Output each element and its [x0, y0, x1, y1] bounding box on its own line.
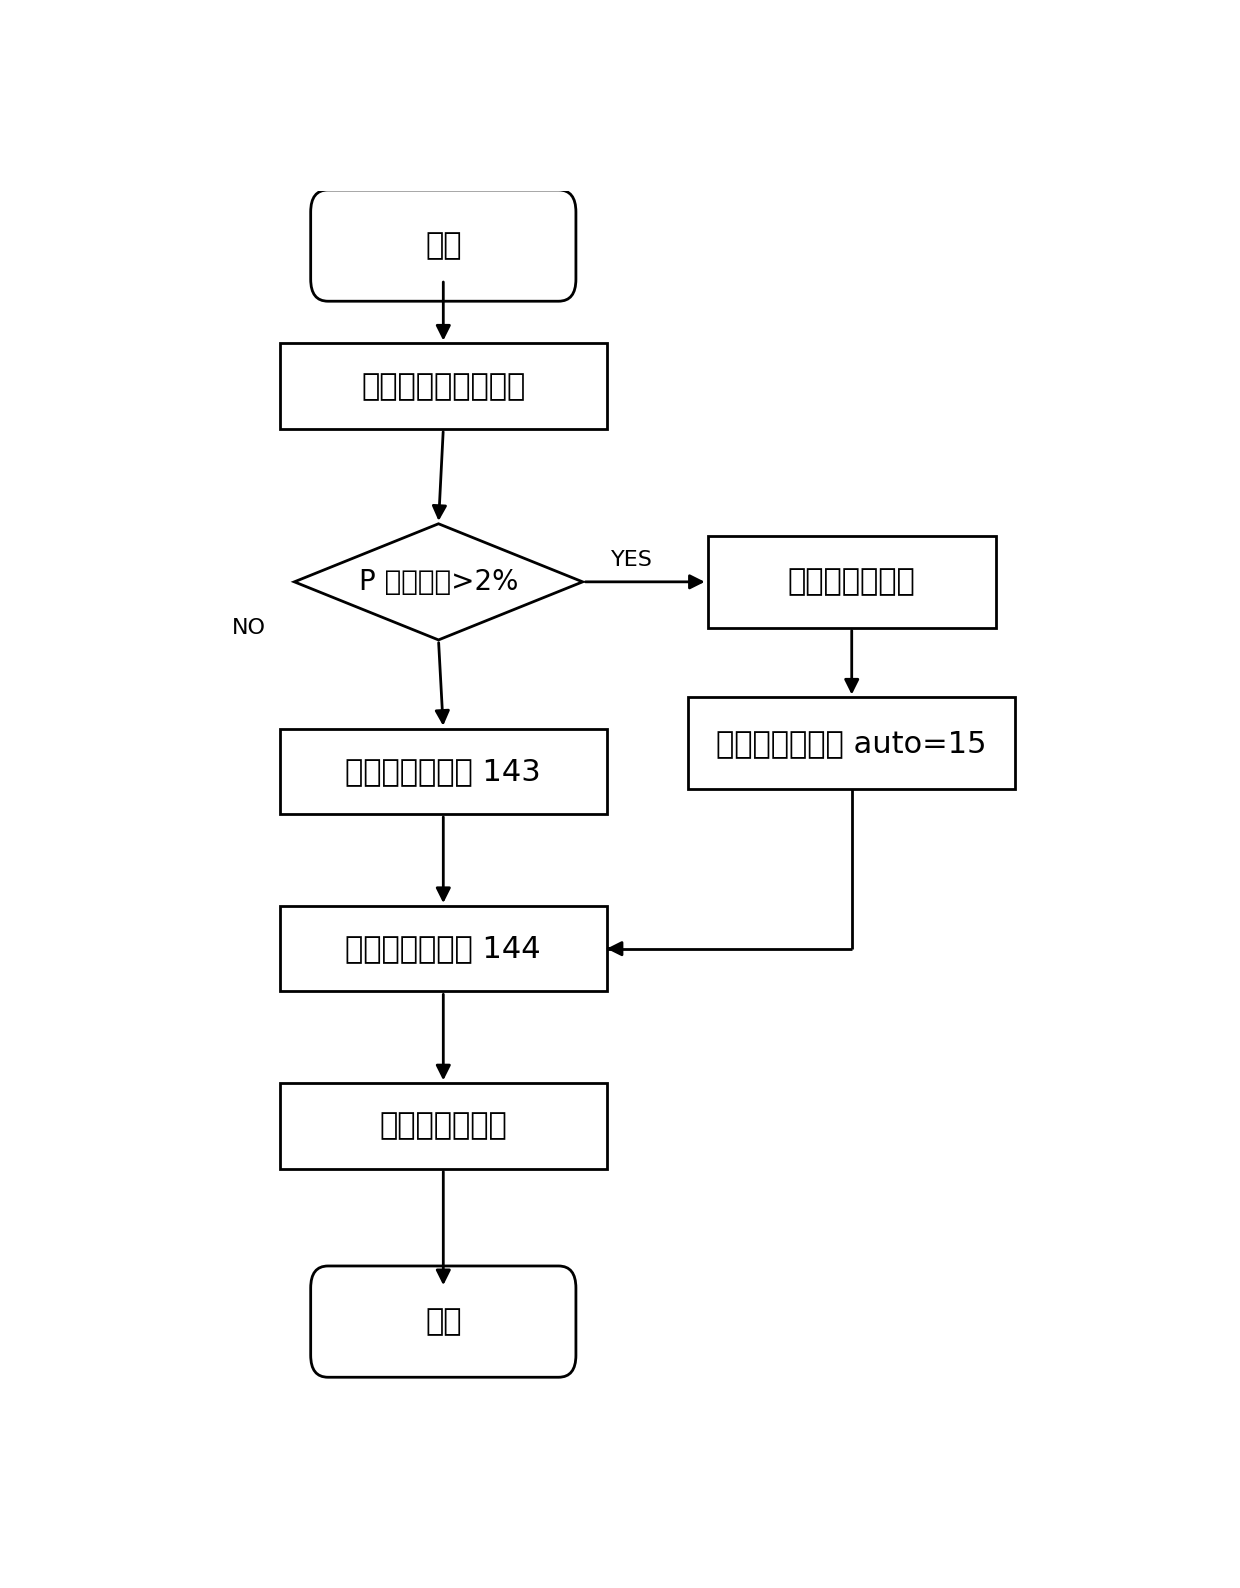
- Text: 启动压力补偿泵: 启动压力补偿泵: [787, 567, 915, 597]
- FancyBboxPatch shape: [311, 1266, 575, 1377]
- FancyBboxPatch shape: [280, 905, 606, 991]
- FancyBboxPatch shape: [280, 1083, 606, 1169]
- FancyBboxPatch shape: [708, 537, 996, 627]
- Text: 压力补偿泵频率 auto=15: 压力补偿泵频率 auto=15: [717, 729, 987, 757]
- Text: 调节比例溢流阀 143: 调节比例溢流阀 143: [346, 757, 541, 786]
- Text: 调节比例溢流阀 144: 调节比例溢流阀 144: [346, 934, 541, 964]
- FancyBboxPatch shape: [280, 729, 606, 815]
- Text: NO: NO: [232, 618, 265, 638]
- Text: 开始: 开始: [425, 232, 461, 260]
- FancyBboxPatch shape: [311, 191, 575, 302]
- Text: YES: YES: [611, 549, 653, 570]
- Polygon shape: [294, 524, 583, 640]
- FancyBboxPatch shape: [688, 697, 1016, 789]
- Text: P 波动范围>2%: P 波动范围>2%: [358, 569, 518, 596]
- Text: 输入所需系统恒定値: 输入所需系统恒定値: [361, 372, 526, 400]
- Text: 结束: 结束: [425, 1307, 461, 1336]
- Text: 调节压力设定値: 调节压力设定値: [379, 1112, 507, 1140]
- FancyBboxPatch shape: [280, 343, 606, 429]
